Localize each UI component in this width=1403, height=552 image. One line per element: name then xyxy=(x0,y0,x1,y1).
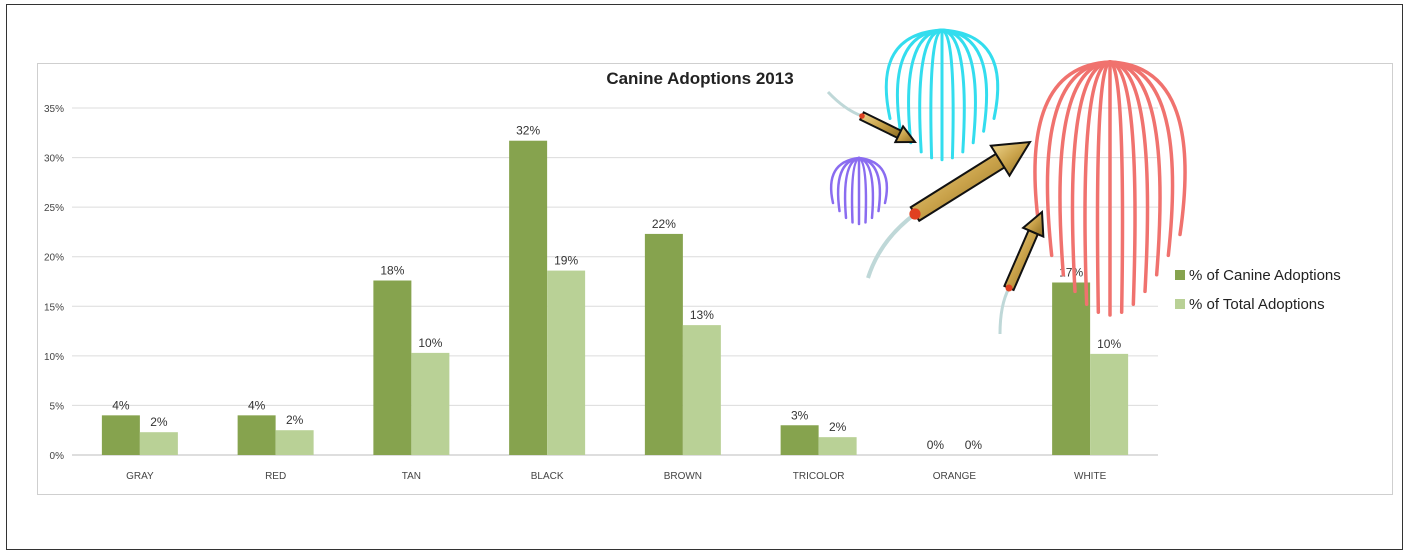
bar-canine-tan xyxy=(373,280,412,455)
chart-title: Canine Adoptions 2013 xyxy=(606,69,793,88)
bar-canine-white xyxy=(1052,282,1091,455)
data-label: 22% xyxy=(652,217,676,231)
data-label: 13% xyxy=(690,308,714,322)
y-tick-label: 10% xyxy=(44,352,64,363)
legend-swatch-canine xyxy=(1175,270,1185,280)
data-label: 10% xyxy=(418,336,442,350)
rocket-small-left xyxy=(858,111,918,144)
y-tick-label: 25% xyxy=(44,203,64,214)
y-tick-label: 30% xyxy=(44,154,64,165)
rocket-trail xyxy=(866,212,917,279)
x-tick-label: WHITE xyxy=(1074,471,1107,482)
bar-canine-brown xyxy=(644,233,683,455)
x-tick-label: RED xyxy=(265,471,286,482)
data-label: 19% xyxy=(554,254,578,268)
grid-layer: 0% 5% 10% 15% 20% 25% 30% 35% xyxy=(44,104,1158,462)
bars-layer xyxy=(101,140,1129,455)
data-label: 2% xyxy=(150,415,168,429)
legend-swatch-total xyxy=(1175,299,1185,309)
x-tick-label: BLACK xyxy=(531,471,564,482)
bar-total-white xyxy=(1090,353,1129,455)
bar-total-brown xyxy=(682,325,721,455)
y-tick-label: 5% xyxy=(50,401,65,412)
firework-cyan xyxy=(884,28,1000,162)
bar-canine-red xyxy=(237,415,276,455)
rocket-large xyxy=(909,140,1032,223)
data-label: 3% xyxy=(791,408,809,422)
data-label: 4% xyxy=(248,398,266,412)
rocket-small-right xyxy=(1003,209,1045,292)
bar-canine-gray xyxy=(101,415,140,455)
data-label: 32% xyxy=(516,124,540,138)
x-tick-label: ORANGE xyxy=(933,471,977,482)
bar-total-tan xyxy=(411,352,450,455)
data-label: 10% xyxy=(1097,337,1121,351)
x-tick-label: TAN xyxy=(402,471,421,482)
rocket-trail xyxy=(998,287,1011,335)
x-tick-label: BROWN xyxy=(664,471,702,482)
data-label: 0% xyxy=(965,438,983,452)
bar-canine-tricolor xyxy=(780,425,819,455)
data-label: 4% xyxy=(112,398,130,412)
bar-total-black xyxy=(547,270,586,455)
data-label: 2% xyxy=(829,420,847,434)
y-tick-label: 35% xyxy=(44,104,64,115)
legend-label-total: % of Total Adoptions xyxy=(1189,296,1325,313)
x-tick-label: TRICOLOR xyxy=(793,471,845,482)
bar-total-tricolor xyxy=(818,437,857,455)
data-label: 2% xyxy=(286,413,304,427)
data-label: 18% xyxy=(380,264,404,278)
y-tick-label: 0% xyxy=(50,451,65,462)
bar-total-red xyxy=(275,430,314,455)
firework-red xyxy=(1033,60,1187,317)
fireworks-decoration xyxy=(826,28,1187,335)
data-label: 17% xyxy=(1059,265,1083,279)
legend: % of Canine Adoptions % of Total Adoptio… xyxy=(1175,267,1341,313)
labels-layer: 4% 2% GRAY 4% 2% RED 18% 10% TAN 32% 19% BLACK 22% 13… xyxy=(112,124,1121,482)
rocket-trail xyxy=(826,90,863,118)
x-tick-label: GRAY xyxy=(126,471,154,482)
data-label: 0% xyxy=(927,438,945,452)
legend-label-canine: % of Canine Adoptions xyxy=(1189,267,1341,284)
firework-purple xyxy=(829,156,889,226)
y-tick-label: 15% xyxy=(44,302,64,313)
bar-total-gray xyxy=(139,432,178,455)
bar-canine-black xyxy=(509,140,548,455)
y-tick-label: 20% xyxy=(44,253,64,264)
